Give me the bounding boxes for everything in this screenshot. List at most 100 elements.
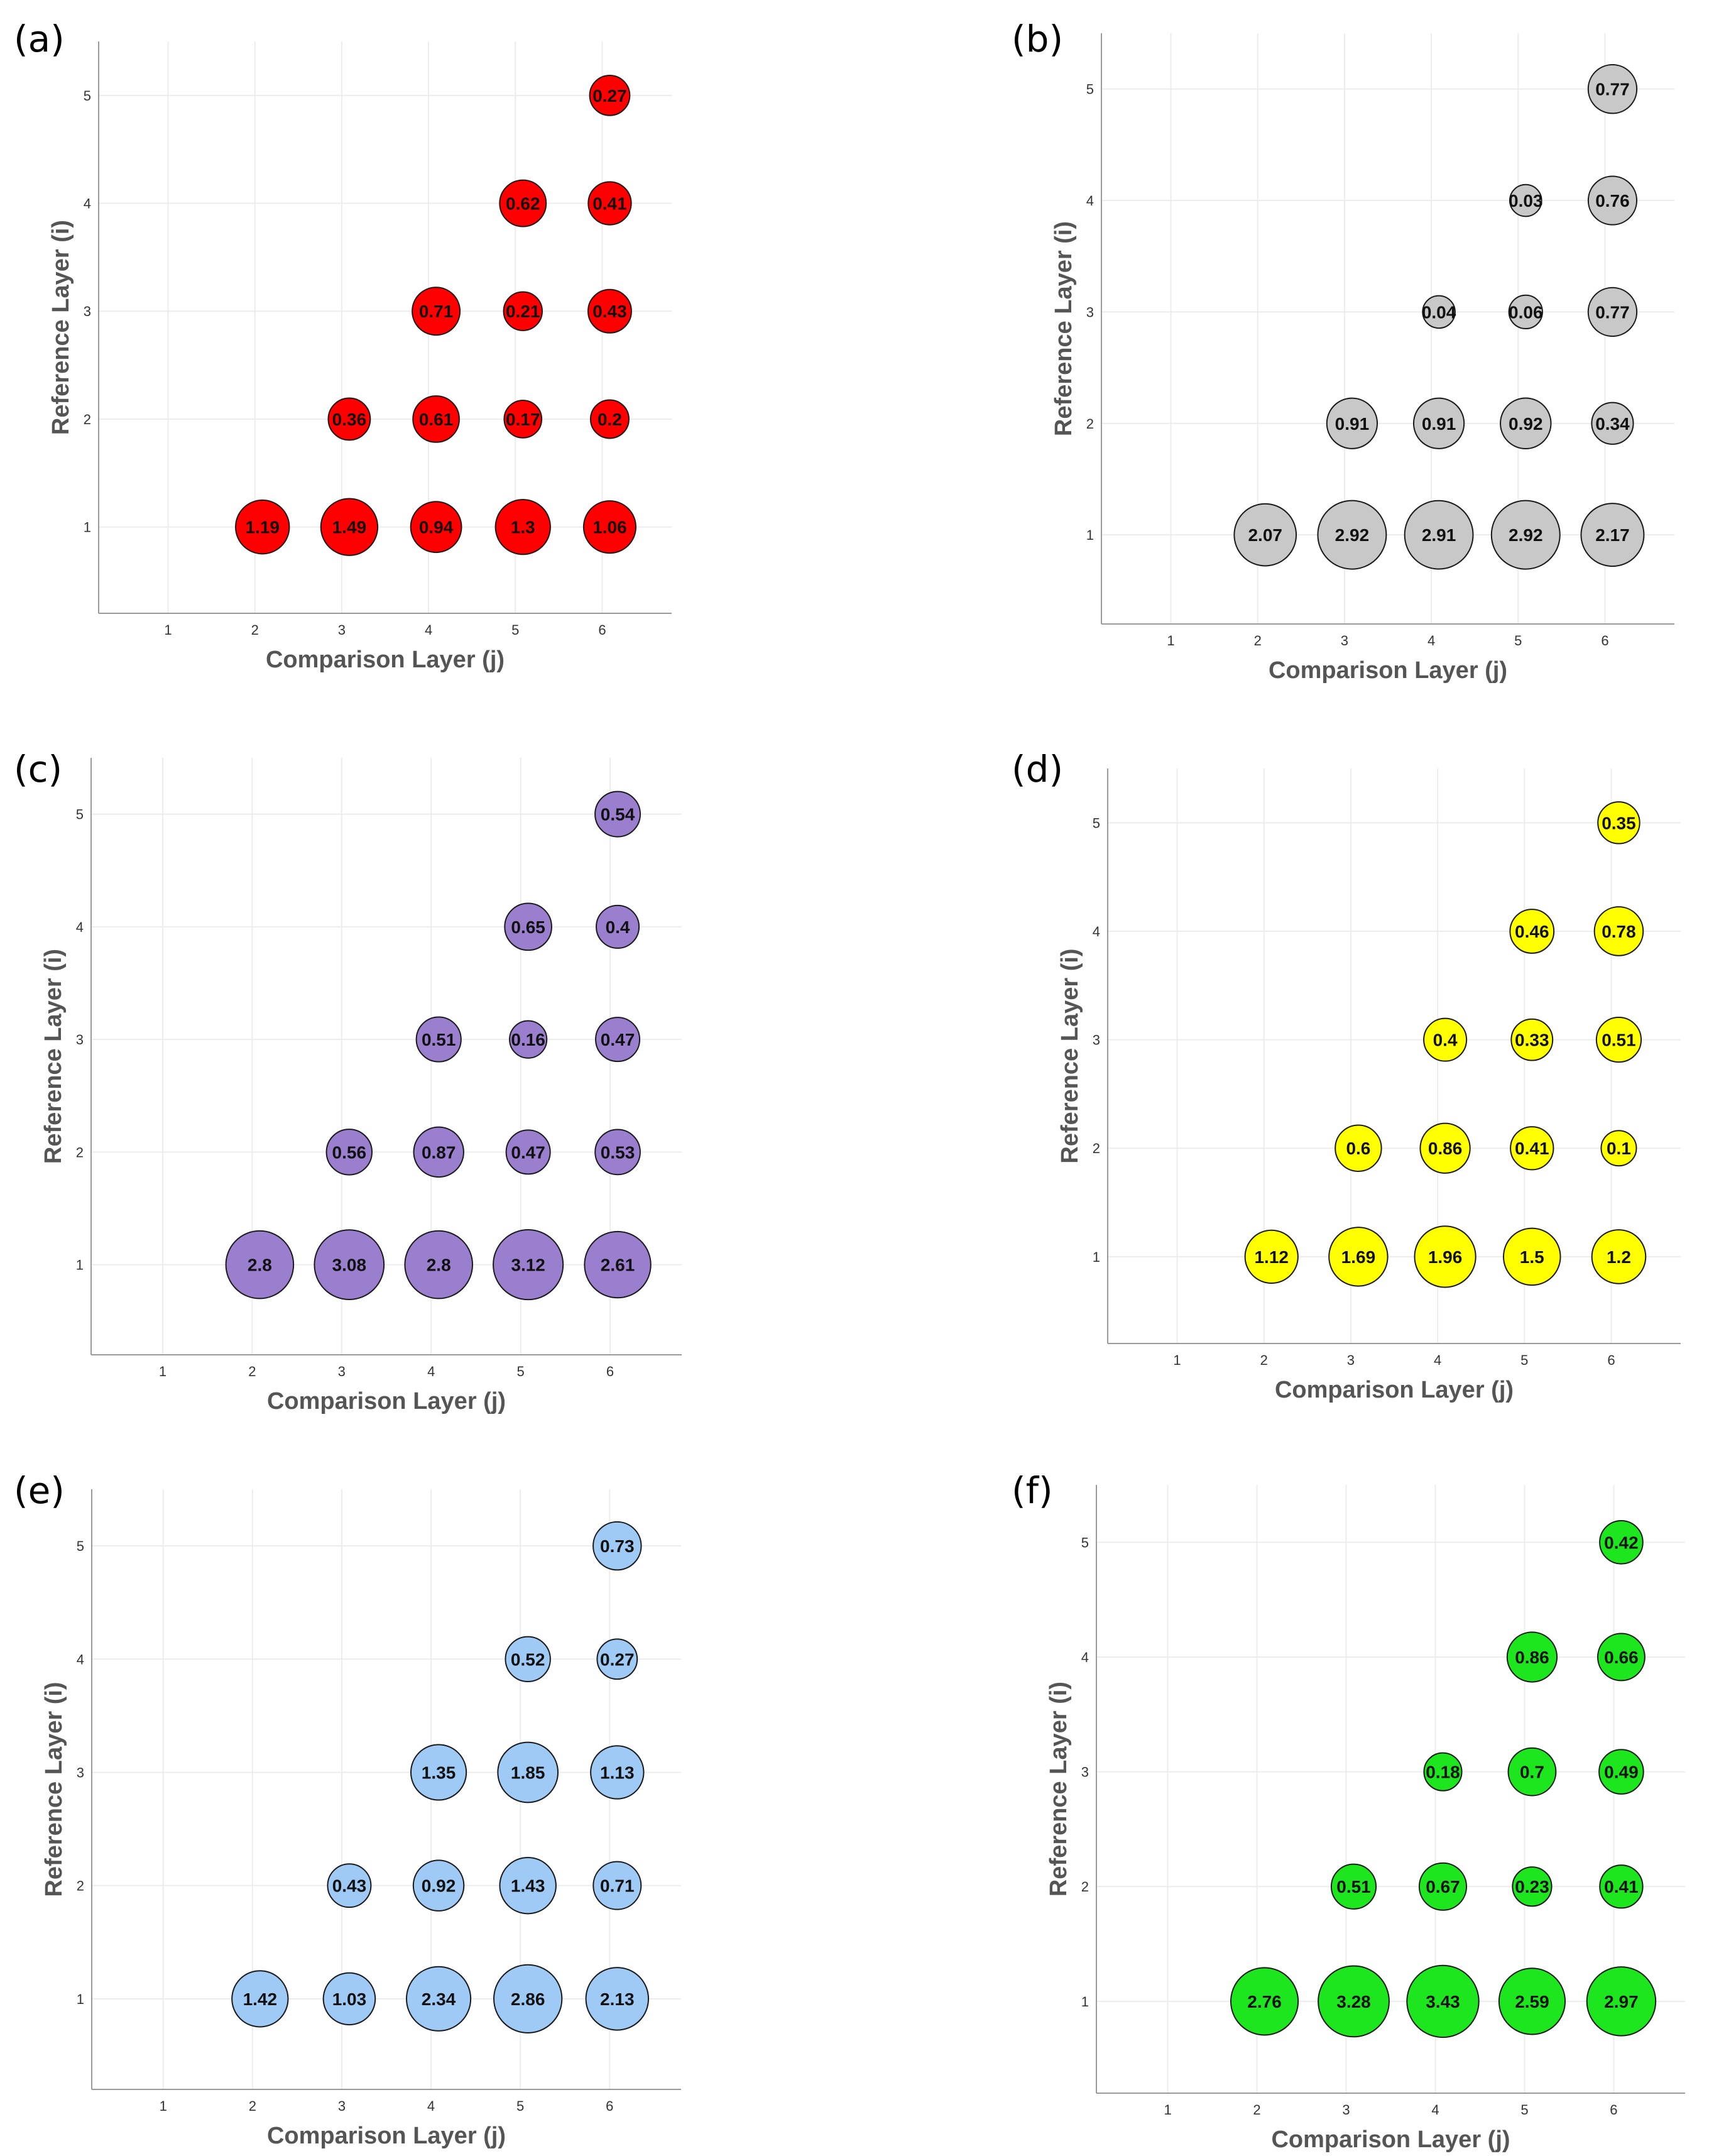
bubble-value-label: 2.59 bbox=[1515, 1992, 1549, 2011]
bubble: 3.12 bbox=[493, 1229, 564, 1301]
bubble-marker bbox=[1507, 1747, 1557, 1797]
y-tick-label: 2 bbox=[76, 1144, 84, 1160]
x-axis-title: Comparison Layer (j) bbox=[267, 1388, 506, 1415]
y-tick-label: 2 bbox=[1081, 1879, 1089, 1895]
bubble: 0.67 bbox=[1418, 1862, 1468, 1911]
y-tick-label: 3 bbox=[84, 304, 91, 319]
y-tick-label: 1 bbox=[77, 1991, 84, 2007]
bubble-value-label: 0.35 bbox=[1602, 813, 1636, 833]
bubble-marker bbox=[1597, 801, 1640, 845]
bubble: 1.06 bbox=[582, 500, 637, 554]
x-tick-label: 5 bbox=[511, 622, 519, 638]
bubble-marker bbox=[413, 1126, 464, 1178]
y-axis-title: Reference Layer (i) bbox=[1057, 948, 1083, 1163]
bubble-marker bbox=[1503, 1227, 1561, 1286]
bubble: 0.4 bbox=[596, 904, 640, 949]
bubble-value-label: 0.54 bbox=[601, 805, 635, 824]
panel-label: (f) bbox=[1012, 1469, 1053, 1512]
bubble-marker bbox=[584, 1230, 652, 1299]
bubble: 2.17 bbox=[1580, 503, 1645, 567]
bubble: 0.04 bbox=[1422, 295, 1456, 329]
bubble-value-label: 0.61 bbox=[419, 410, 454, 429]
bubble-marker bbox=[1510, 1018, 1554, 1061]
bubble: 0.03 bbox=[1509, 183, 1543, 217]
bubble-marker bbox=[1490, 500, 1561, 570]
bubble-value-label: 0.41 bbox=[592, 194, 627, 214]
bubble: 2.61 bbox=[584, 1230, 652, 1299]
bubble: 2.92 bbox=[1490, 500, 1561, 570]
bubble: 0.33 bbox=[1510, 1018, 1554, 1061]
bubble-value-label: 0.06 bbox=[1509, 302, 1543, 322]
y-tick-label: 2 bbox=[1086, 416, 1094, 432]
bubble-marker bbox=[1326, 397, 1378, 449]
bubble-marker bbox=[585, 1967, 650, 2031]
bubble-marker bbox=[1506, 1631, 1558, 1683]
x-tick-label: 5 bbox=[1520, 1352, 1528, 1368]
bubble-value-label: 0.34 bbox=[1595, 414, 1630, 434]
bubble-marker bbox=[493, 1964, 563, 2033]
x-tick-label: 2 bbox=[1253, 2102, 1260, 2118]
bubble-marker bbox=[504, 902, 552, 951]
bubble-marker bbox=[1318, 1965, 1390, 2038]
bubble: 2.13 bbox=[585, 1967, 650, 2031]
bubble: 0.23 bbox=[1512, 1866, 1553, 1907]
bubble-marker bbox=[225, 1230, 295, 1300]
bubble: 0.92 bbox=[1500, 397, 1552, 449]
bubble-value-label: 1.2 bbox=[1607, 1247, 1631, 1267]
y-tick-label: 5 bbox=[77, 1538, 84, 1554]
bubble-value-label: 0.77 bbox=[1595, 302, 1630, 322]
bubble-value-label: 0.4 bbox=[1433, 1031, 1458, 1050]
bubble-marker bbox=[1412, 397, 1465, 449]
bubble-value-label: 2.17 bbox=[1595, 525, 1630, 545]
bubble: 2.92 bbox=[1317, 500, 1387, 570]
bubble-marker bbox=[1593, 906, 1644, 956]
bubble-value-label: 2.34 bbox=[422, 1989, 456, 2009]
x-tick-label: 5 bbox=[516, 2098, 524, 2114]
bubble-marker bbox=[322, 1972, 376, 2026]
bubble: 0.2 bbox=[589, 399, 630, 439]
y-tick-label: 4 bbox=[77, 1651, 84, 1667]
x-tick-label: 1 bbox=[1173, 1352, 1181, 1368]
y-axis-title: Reference Layer (i) bbox=[40, 949, 67, 1164]
bubble-marker bbox=[412, 287, 461, 336]
bubble-value-label: 1.12 bbox=[1254, 1247, 1289, 1267]
bubble-marker bbox=[596, 904, 640, 949]
bubble-marker bbox=[1509, 183, 1542, 217]
x-tick-label: 6 bbox=[1601, 633, 1608, 648]
bubble-marker bbox=[592, 1521, 642, 1571]
bubble: 1.3 bbox=[494, 498, 551, 555]
bubble: 0.73 bbox=[592, 1521, 642, 1571]
y-tick-label: 5 bbox=[84, 88, 91, 104]
bubble-value-label: 0.51 bbox=[1602, 1031, 1636, 1050]
y-tick-label: 4 bbox=[1081, 1650, 1089, 1665]
panel-label: (b) bbox=[1012, 18, 1064, 60]
bubble-marker bbox=[1508, 294, 1543, 330]
bubble-marker bbox=[412, 1859, 465, 1912]
bubble-chart: 1 2 3 4 5 6 1 2 3 4 5 Comparison Layer (j) Reference… bbox=[1051, 33, 1674, 684]
bubble: 3.08 bbox=[314, 1229, 385, 1300]
bubble-marker bbox=[1498, 1967, 1566, 2035]
x-tick-label: 6 bbox=[606, 1364, 614, 1379]
bubble-marker bbox=[1586, 1966, 1657, 2037]
bubble-value-label: 0.87 bbox=[422, 1142, 456, 1162]
bubble: 0.6 bbox=[1335, 1124, 1382, 1172]
bubble-value-label: 3.12 bbox=[511, 1256, 545, 1275]
bubble-value-label: 0.27 bbox=[600, 1650, 635, 1669]
y-tick-label: 2 bbox=[77, 1878, 84, 1894]
bubble-marker bbox=[590, 1745, 645, 1800]
bubble-value-label: 0.92 bbox=[422, 1876, 456, 1896]
bubble-value-label: 1.69 bbox=[1341, 1247, 1376, 1267]
bubble: 0.77 bbox=[1587, 64, 1638, 114]
bubble-value-label: 0.65 bbox=[511, 917, 545, 937]
bubble: 2.8 bbox=[225, 1230, 295, 1300]
y-tick-label: 4 bbox=[84, 196, 91, 212]
y-tick-label: 1 bbox=[1093, 1249, 1100, 1265]
y-tick-label: 3 bbox=[1081, 1765, 1089, 1780]
x-tick-label: 6 bbox=[1607, 1352, 1615, 1368]
y-axis-title: Reference Layer (i) bbox=[41, 1682, 67, 1896]
bubble-marker bbox=[1335, 1124, 1382, 1172]
bubble: 1.96 bbox=[1414, 1225, 1477, 1288]
x-axis-title: Comparison Layer (j) bbox=[1269, 657, 1507, 684]
panel-b: (b) 1 2 3 4 5 6 1 2 3 4 5 Comparison Layer (j) Refer… bbox=[857, 0, 1714, 716]
bubble-value-label: 0.6 bbox=[1346, 1139, 1370, 1158]
